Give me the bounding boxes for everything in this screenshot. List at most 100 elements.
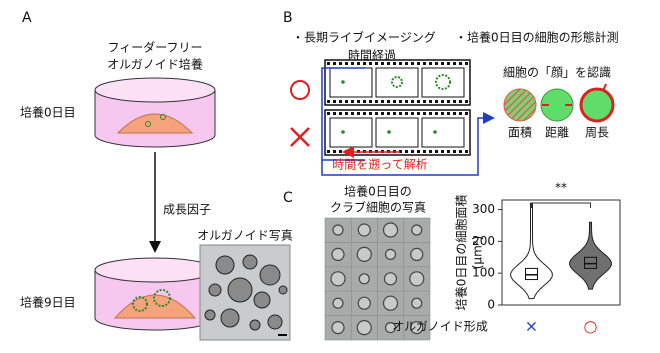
day-label: 培養0日目: [20, 105, 76, 120]
sprocket: [399, 112, 402, 115]
cell: [382, 222, 399, 238]
cell: [433, 130, 437, 134]
sprocket: [417, 150, 420, 153]
positive-mark: [290, 80, 310, 100]
organoid: [253, 291, 271, 309]
sprocket: [423, 62, 426, 65]
y-tick-label: 100: [472, 266, 495, 280]
sprocket: [327, 150, 330, 153]
sprocket: [345, 112, 348, 115]
sprocket: [441, 112, 444, 115]
panel-letter: B: [283, 10, 293, 26]
sprocket: [327, 62, 330, 65]
sprocket: [453, 150, 456, 153]
sprocket: [411, 150, 414, 153]
sprocket: [429, 150, 432, 153]
organoid: [278, 285, 288, 295]
x-tick-label: ○: [584, 317, 598, 336]
sprocket: [423, 150, 426, 153]
sprocket: [405, 112, 408, 115]
organoid: [204, 309, 216, 321]
cell: [411, 224, 423, 236]
sprocket: [381, 112, 384, 115]
cell: [409, 271, 425, 287]
organoid: [220, 308, 240, 328]
time-label: 時間経過: [348, 49, 396, 63]
sprocket: [399, 62, 402, 65]
cell: [357, 296, 371, 310]
sprocket: [459, 112, 462, 115]
cell: [332, 224, 344, 236]
sprocket: [429, 62, 432, 65]
sprocket: [435, 112, 438, 115]
cell: [387, 130, 391, 134]
cell-measures: [503, 83, 615, 123]
dish: [94, 77, 216, 148]
sprocket: [441, 62, 444, 65]
organoid-photo: [199, 244, 291, 341]
sprocket: [423, 100, 426, 103]
cell: [410, 247, 424, 261]
panel-letter: A: [22, 10, 32, 26]
frame: [375, 67, 419, 98]
organoid: [435, 74, 451, 90]
measure-label: 面積: [508, 125, 532, 140]
sprocket: [381, 100, 384, 103]
violin: [569, 221, 612, 290]
face-label: 細胞の「顔」を認識: [503, 65, 611, 80]
sprocket: [447, 62, 450, 65]
sprocket: [465, 100, 468, 103]
cell-photo-grid: [324, 217, 431, 341]
sprocket: [393, 62, 396, 65]
organoid: [391, 76, 403, 88]
sprocket: [441, 100, 444, 103]
sprocket: [453, 112, 456, 115]
cell: [357, 223, 371, 237]
sprocket: [399, 100, 402, 103]
sprocket: [417, 62, 420, 65]
sprocket: [429, 100, 432, 103]
sprocket: [405, 62, 408, 65]
violin: [510, 202, 553, 300]
sprocket: [375, 100, 378, 103]
sprocket: [447, 100, 450, 103]
organoid: [267, 314, 283, 330]
cell: [332, 297, 344, 309]
sprocket: [393, 112, 396, 115]
sprocket: [339, 62, 342, 65]
sprocket: [435, 100, 438, 103]
sprocket: [375, 62, 378, 65]
sprocket: [435, 62, 438, 65]
sprocket: [465, 112, 468, 115]
cell: [341, 80, 345, 84]
sprocket: [333, 112, 336, 115]
title-line: オルガノイド培養: [107, 57, 203, 72]
sprocket: [363, 100, 366, 103]
x-axis-label: オルガノイド形成: [392, 320, 488, 334]
frame: [421, 67, 465, 98]
sprocket: [387, 100, 390, 103]
sprocket: [345, 100, 348, 103]
measure-label: 距離: [545, 126, 569, 140]
sprocket: [333, 150, 336, 153]
film-strips: [324, 59, 471, 156]
sprocket: [417, 112, 420, 115]
frame: [421, 117, 465, 148]
photo-title: クラブ細胞の写真: [330, 200, 426, 215]
cell: [358, 273, 370, 285]
sprocket: [339, 112, 342, 115]
tile: [403, 315, 431, 341]
organoid: [208, 283, 222, 297]
organoid: [259, 264, 281, 286]
growth-factor: 成長因子: [163, 203, 211, 217]
y-tick-label: 200: [472, 234, 495, 248]
cell: [383, 272, 398, 286]
section-title: ・培養0日目の細胞の形態計測: [455, 30, 619, 45]
bracket: [321, 67, 365, 161]
section-title: ・長期ライブイメージング: [292, 30, 436, 45]
cell: [410, 321, 424, 335]
sprocket: [405, 100, 408, 103]
measure-label: 周長: [585, 126, 609, 140]
sprocket: [447, 150, 450, 153]
